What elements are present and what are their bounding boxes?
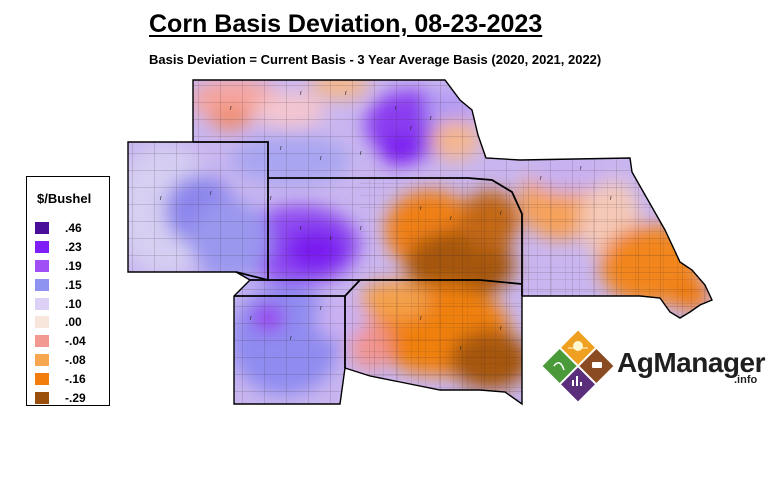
legend-item: -.16 [35,369,86,388]
legend-swatch [35,372,49,385]
svg-text:r: r [345,91,347,97]
legend-label: -.04 [65,334,86,349]
legend-item: .00 [35,313,86,332]
legend-item: -.04 [35,332,86,351]
legend-title: $/Bushel [37,191,92,206]
svg-text:r: r [210,191,212,197]
map-legend: $/Bushel .46 .23 .19 .15 .10 .00 -.04 -.… [26,176,110,406]
legend-label: .46 [65,221,82,236]
legend-swatch [35,241,49,254]
legend-label: -.08 [65,352,86,367]
state-boundaries [127,79,713,406]
legend-item: .15 [35,275,86,294]
legend-swatch [35,222,49,235]
svg-text:r: r [460,346,462,352]
legend-swatch [35,297,49,310]
agmanager-suffix: .info [734,374,758,386]
svg-text:r: r [330,236,332,242]
map-subtitle: Basis Deviation = Current Basis - 3 Year… [149,52,602,67]
legend-item: -.08 [35,351,86,370]
legend-item: .19 [35,257,86,276]
svg-text:r: r [160,196,162,202]
svg-text:r: r [300,226,302,232]
svg-text:r: r [360,226,362,232]
svg-text:r: r [420,206,422,212]
legend-swatch [35,335,49,348]
legend-swatch [35,278,49,291]
svg-text:r: r [610,196,612,202]
svg-text:r: r [360,151,362,157]
svg-text:r: r [280,146,282,152]
legend-swatch [35,353,49,366]
legend-item: -.29 [35,388,86,407]
elevator-markers: r r r r r r r r r r r r r r r r r r r r r r r r r r r [160,91,612,352]
svg-text:r: r [300,91,302,97]
legend-label: -.29 [65,390,86,405]
legend-item: .23 [35,238,86,257]
svg-text:r: r [420,316,422,322]
svg-text:r: r [270,196,272,202]
legend-label: .15 [65,277,82,292]
legend-label: .10 [65,296,82,311]
agmanager-logo [542,330,614,402]
svg-text:r: r [500,211,502,217]
svg-text:r: r [320,306,322,312]
legend-label: .23 [65,240,82,255]
svg-text:r: r [580,166,582,172]
legend-item: .46 [35,219,86,238]
svg-text:r: r [230,106,232,112]
svg-text:r: r [500,326,502,332]
svg-text:r: r [250,316,252,322]
legend-swatch [35,391,49,404]
svg-text:r: r [290,336,292,342]
legend-label: -.16 [65,371,86,386]
svg-text:r: r [395,106,397,112]
svg-text:r: r [450,216,452,222]
legend-label: .19 [65,258,82,273]
svg-text:r: r [410,126,412,132]
legend-swatch [35,259,49,272]
svg-text:r: r [320,156,322,162]
legend-label: .00 [65,315,82,330]
agmanager-wordmark: AgManager [617,347,765,378]
legend-list: .46 .23 .19 .15 .10 .00 -.04 -.08 -.16 -… [35,219,86,407]
svg-text:r: r [540,176,542,182]
svg-text:r: r [430,116,432,122]
legend-swatch [35,316,49,329]
map-title: Corn Basis Deviation, 08-23-2023 [149,10,543,38]
legend-item: .10 [35,294,86,313]
